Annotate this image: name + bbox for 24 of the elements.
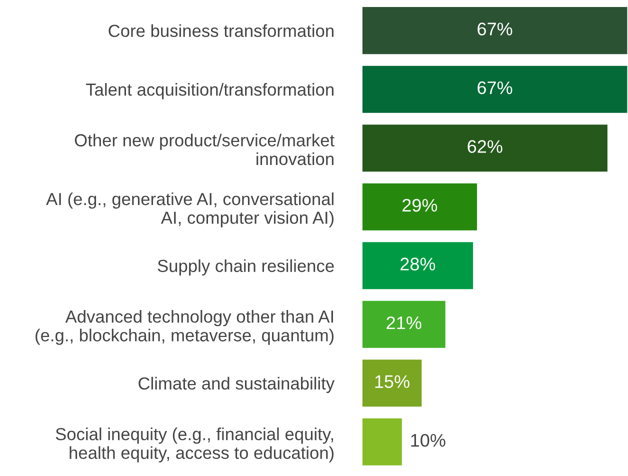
bar: [362, 124, 608, 172]
y-tick-label: AI (e.g., generative AI, conversational AI, computer vision AI): [46, 192, 334, 228]
y-tick-label: Supply chain resilience: [158, 259, 334, 276]
bar: [362, 242, 474, 290]
data-label: 10%: [411, 434, 446, 447]
y-tick-label: Talent acquisition/transformation: [86, 83, 334, 100]
bar: [362, 360, 422, 407]
data-label: 67%: [478, 81, 512, 94]
data-label: 67%: [478, 22, 512, 36]
bar: [362, 418, 402, 466]
bar: [362, 300, 446, 348]
data-label: 15%: [375, 375, 410, 388]
y-tick-label: Advanced technology other than AI (e.g., blockchain, metaverse, quantum): [36, 310, 334, 345]
bar: [362, 183, 477, 230]
data-label: 28%: [400, 258, 436, 270]
y-tick-label: Core business transformation: [108, 24, 334, 38]
data-label: 62%: [468, 140, 502, 153]
data-label: 21%: [386, 316, 422, 330]
data-label: 29%: [402, 198, 438, 212]
y-tick-label: Social inequity (e.g., financial equity, health equity, access to education): [56, 428, 334, 462]
y-tick-label: Other new product/service/market innovation: [74, 134, 334, 166]
bar: [362, 7, 628, 54]
bar: [362, 66, 628, 113]
y-tick-label: Climate and sustainability: [138, 376, 335, 394]
